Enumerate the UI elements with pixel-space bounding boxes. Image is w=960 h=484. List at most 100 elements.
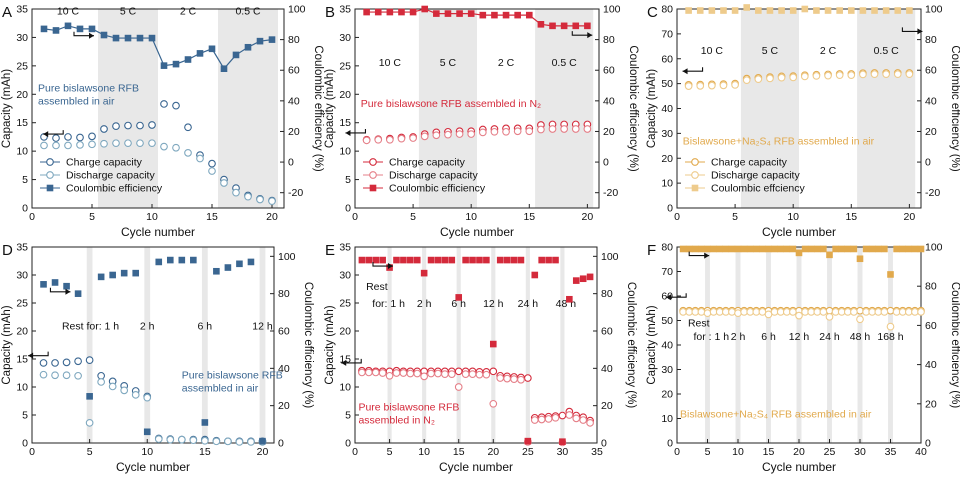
panel-d-series-1-point-15: [212, 437, 221, 446]
panel-a-series-2-point-17: [244, 43, 252, 51]
panel-f-series-2-point-18: [789, 245, 797, 253]
panel-d-series-2-point-8: [132, 269, 140, 277]
panel-f-series-2-point-3: [698, 245, 705, 253]
panel-b-series-2-point-0: [363, 8, 370, 16]
panel-f-series-2-point-13: [759, 245, 766, 253]
panel-f-xtick-label-7: 35: [885, 446, 897, 458]
panel-f-letter: F: [647, 242, 656, 259]
panel-d-series-1-point-2: [62, 371, 71, 380]
panel-d-band-3: [259, 247, 266, 443]
panel-a-arrow-0-head: [89, 32, 94, 39]
panel-d-series-2-point-19: [259, 437, 266, 445]
panel-f-band-5: [857, 247, 863, 443]
panel-b-arrow-1: [571, 31, 593, 39]
panel-a-region-label-3: 0.5 C: [235, 6, 261, 18]
panel-a-ytick-label-7: 35: [16, 4, 28, 16]
panel-e-region-label-1: for: 1 h: [372, 298, 405, 310]
panel-d-series-1-point-17: [235, 438, 244, 446]
panel-a-arrow-1-head: [43, 131, 49, 138]
panel-f-arrow-1-head: [704, 252, 710, 259]
panel-b-series-1-point-17: [560, 125, 568, 133]
panel-d-series-1-point-6: [108, 382, 117, 391]
panel-d-series-2-point-13: [190, 256, 197, 264]
panel-b-series-2-point-7: [444, 10, 452, 17]
panel-f-series-2-point-38: [911, 245, 919, 253]
panel-c-ylabel: Capacity (mAh): [646, 69, 658, 148]
panel-f-xtick-label-1: 5: [705, 446, 711, 458]
panel-a-series-1-point-11: [172, 143, 180, 152]
panel-a-series-1-point-16: [232, 188, 240, 197]
panel-e-series-2-point-32: [579, 275, 587, 283]
panel-e-series-1-point-26: [537, 415, 546, 424]
panel-f-series-2-point-8: [728, 245, 736, 253]
panel-e-series-2-point-1: [365, 256, 373, 264]
panel-f-region-label-1: for : 1 h: [693, 331, 729, 343]
panel-f-series-2-point-35: [893, 245, 900, 253]
panel-d-y2tick-label-5: 100: [278, 251, 296, 263]
panel-d-xlabel: Cycle number: [116, 460, 190, 474]
panel-f-series-2-point-12: [753, 245, 760, 253]
panel-d-ytick-label-7: 35: [16, 242, 28, 254]
panel-c-ytick-label-2: 20: [661, 153, 673, 165]
panel-c-series-2-point-15: [859, 7, 867, 14]
panel-e-series-2-point-20: [496, 256, 504, 264]
panel-c-series-1-point-1: [696, 82, 705, 90]
panel-b-series-1-point-15: [537, 125, 545, 134]
panel-e-series-2-point-31: [572, 277, 580, 284]
panel-d-series-2-point-5: [97, 273, 105, 281]
panel-b-ytick-label-1: 5: [345, 174, 351, 186]
panel-b-region-label-2: 2 C: [498, 57, 515, 69]
panel-f-ytick-label-1: 10: [661, 413, 673, 425]
panel-a-legend-label-0: Charge capacity: [66, 157, 143, 169]
panel-c-annotation-line-0: Bislawsone+Na₂S₄ RFB assembled in air: [683, 136, 875, 148]
panel-a-annotation-line-1: assembled in air: [38, 95, 115, 107]
panel-e-series-2-point-7: [407, 256, 414, 264]
panel-d-series-2-point-6: [109, 271, 116, 279]
panel-e-series-1: [358, 368, 594, 447]
panel-a-series-2-point-14: [208, 45, 216, 53]
panel-c-series-2-point-18: [894, 7, 902, 14]
panel-d-region-label-2: 6 h: [198, 320, 213, 332]
panel-f-annotation: Bislawsone+Na₂S₄ RFB assembled in air: [680, 408, 872, 420]
panel-e-series-1-point-5: [392, 369, 401, 377]
panel-d-series-1-point-8: [131, 390, 140, 399]
panel-c-series-1-point-14: [847, 71, 856, 80]
panel-f-xtick-label-2: 10: [732, 446, 744, 458]
panel-e-arrow-1-line: [372, 262, 393, 267]
panel-b-region-label-1: 5 C: [440, 57, 457, 69]
panel-f-series-2-point-22: [814, 245, 821, 253]
panel-a-annotation-line-0: Pure bislawsone RFB: [38, 82, 139, 94]
panel-c-series-2-point-8: [778, 7, 785, 14]
panel-c-y2tick-label-3: 40: [925, 95, 937, 107]
panel-d-series-1-point-13: [189, 436, 198, 445]
panel-c-y2tick-label-5: 80: [925, 34, 937, 46]
panel-a-arrow-0-line: [73, 31, 94, 37]
panel-f-series-2-point-5: [710, 245, 717, 253]
panel-e-series-1-point-28: [551, 413, 560, 422]
panel-c-xlabel: Cycle number: [762, 225, 836, 239]
panel-f-series-2-point-7: [722, 245, 730, 253]
panel-b-series-2: [363, 5, 591, 30]
panel-e-ytick-label-6: 30: [339, 270, 351, 282]
panel-e-xtick-label-6: 30: [557, 446, 569, 458]
panel-a-band-0: [98, 9, 158, 208]
panel-f-series-2-point-2: [692, 245, 699, 253]
panel-e-xtick-label-5: 25: [522, 446, 534, 458]
panel-c-ytick-label-4: 40: [661, 103, 673, 115]
panel-f-series-2-point-34: [887, 271, 894, 278]
panel-f-series-1-point-34: [886, 322, 895, 331]
panel-d-series-0-point-4: [85, 356, 94, 364]
panel-a-series-2-point-8: [136, 34, 144, 42]
panel-f-region-label-0: Rest: [688, 318, 710, 330]
panel-c-series-1-point-2: [708, 81, 716, 90]
panel-d-band-0: [86, 247, 93, 443]
panel-d-series-1-point-9: [143, 393, 152, 402]
panel-f-y2tick-label-1: 20: [925, 398, 937, 410]
panel-a-region-label-0: 10 C: [57, 6, 80, 18]
panel-e-series-1-point-13: [447, 370, 456, 378]
panel-d-region-label-0: Rest for: 1 h: [62, 320, 119, 332]
panel-c-series-2-point-9: [789, 7, 797, 14]
panel-e-y2tick-label-4: 80: [601, 288, 613, 300]
panel-e-series-2-point-24: [524, 437, 532, 445]
